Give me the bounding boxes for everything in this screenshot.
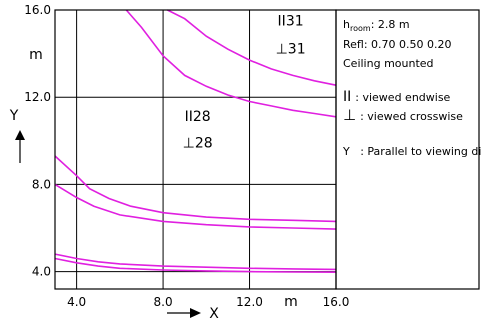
y-tick-label: 12.0 [24,90,51,104]
mounting: Ceiling mounted [343,57,434,70]
y-tick-label: 8.0 [32,177,51,191]
curve-6 [54,257,337,273]
x-tick-label: 12.0 [236,295,263,309]
curve-series [54,9,337,273]
y-axis-label: Y [9,108,19,124]
x-axis-label: X [209,306,219,322]
y-axis-unit: m [29,47,43,63]
x-tick-label: 4.0 [67,295,86,309]
info-panel: hroom: 2.8 m Refl: 0.70 0.50 0.20 Ceilin… [342,18,481,158]
y-axis-arrow-icon [15,130,25,163]
y-direction-note: Y : Parallel to viewing dir. [342,145,481,158]
endwise-legend: II: viewed endwise [343,89,451,105]
x-tick-label: 8.0 [154,295,173,309]
curve-1 [125,9,337,118]
curve-annotations: II31 ⊥31 II28 ⊥28 [183,13,306,151]
curve-label: ⊥31 [276,42,306,58]
curve-label: II31 [278,13,304,29]
curve-label: ⊥28 [183,135,213,151]
info-box [335,9,480,290]
y-tick-label: 16.0 [24,3,51,17]
y-tick-label: 4.0 [32,265,51,279]
curve-label: II28 [185,109,211,125]
curve-3 [54,155,337,223]
curve-5 [54,253,337,271]
crosswise-legend: ⊥: viewed crosswise [343,106,463,124]
room-height: hroom: 2.8 m [343,18,410,33]
x-axis-unit: m [284,294,298,310]
curve-4 [54,183,337,230]
tick-labels: 4.0 8.0 12.0 16.0 4.0 8.0 12.0 16.0 [24,3,349,309]
x-tick-label: 16.0 [323,295,350,309]
reflectance: Refl: 0.70 0.50 0.20 [343,38,452,51]
curve-2 [167,9,337,86]
x-axis-arrow-icon [167,308,201,318]
